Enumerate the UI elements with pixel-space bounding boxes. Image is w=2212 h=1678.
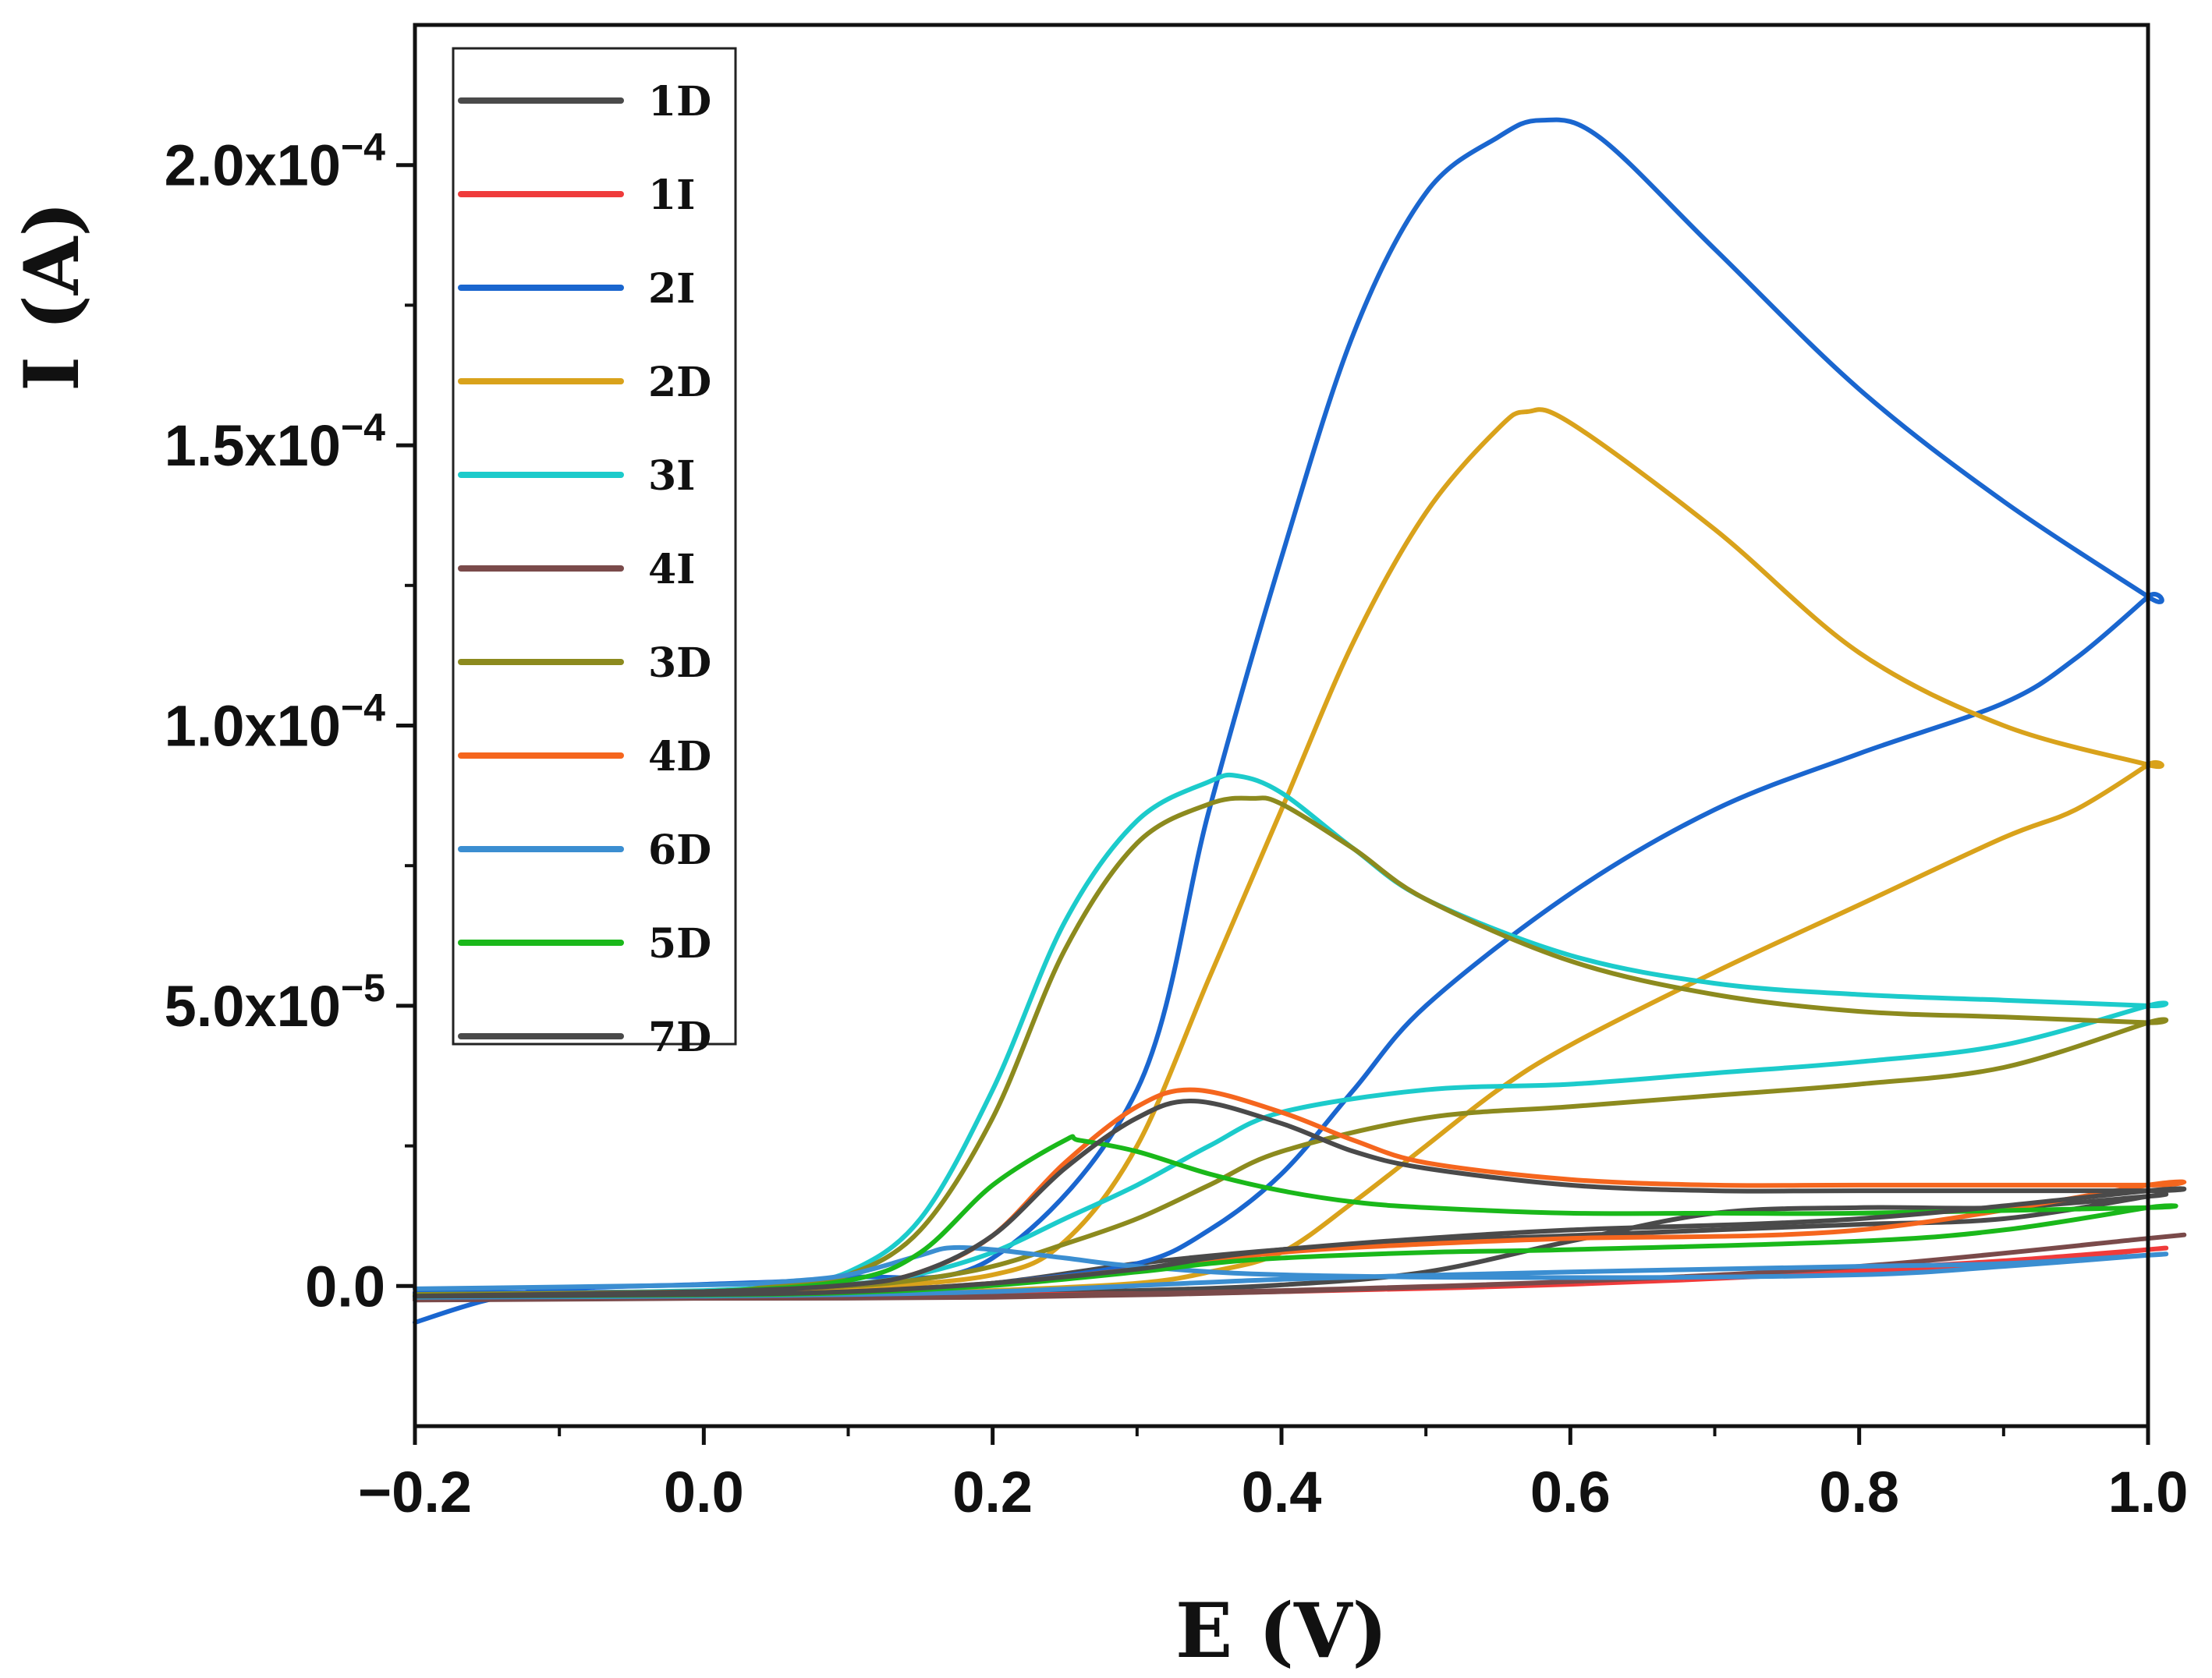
x-tick-label: 0.2 (952, 1460, 1033, 1524)
series-line-5D (413, 1134, 2178, 1299)
legend: 1D 1I 2I 2D 3I 4I 3D 4D 6D 5D 7D (452, 47, 737, 1061)
series-line-7D (413, 1099, 2187, 1299)
y-tick-label: 2.0x10−4 (165, 126, 386, 198)
x-tick-label: 0.8 (1819, 1460, 1899, 1524)
series-line-3I (413, 772, 2168, 1299)
x-tick-label: 0.4 (1242, 1460, 1322, 1524)
legend-label-2I: 2I (648, 265, 696, 313)
legend-label-5D: 5D (648, 920, 711, 968)
y-axis-title: I (A) (8, 201, 96, 391)
y-tick-label: 1.0x10−4 (165, 686, 386, 759)
legend-label-3D: 3D (648, 639, 711, 687)
y-tick-label: 1.5x10−4 (165, 405, 386, 478)
legend-label-1D: 1D (648, 78, 711, 126)
legend-label-4I: 4I (648, 546, 696, 593)
x-axis: −0.2 0.0 0.2 0.4 0.6 0.8 1.0 (358, 1426, 2188, 1524)
series-line-3D (413, 795, 2168, 1300)
series-layer (413, 117, 2187, 1325)
series-line-4I (413, 1232, 2187, 1303)
series-line-2I (413, 117, 2164, 1325)
legend-label-3I: 3I (648, 452, 696, 500)
x-tick-label: −0.2 (358, 1460, 472, 1524)
x-tick-label: 1.0 (2108, 1460, 2189, 1524)
legend-label-6D: 6D (648, 827, 711, 874)
x-tick-label: 0.6 (1530, 1460, 1611, 1524)
legend-label-4D: 4D (648, 733, 711, 781)
y-tick-label: 5.0x10−5 (165, 966, 385, 1039)
legend-label-7D: 7D (648, 1014, 711, 1061)
legend-label-2D: 2D (648, 359, 711, 406)
x-tick-label: 0.0 (664, 1460, 744, 1524)
legend-box (452, 47, 737, 1046)
x-axis-title: E (V) (1175, 1587, 1388, 1675)
y-axis: 0.0 5.0x10−5 1.0x10−4 1.5x10−4 2.0x10−4 (165, 126, 415, 1319)
legend-label-1I: 1I (648, 172, 696, 219)
y-tick-label: 0.0 (305, 1254, 385, 1319)
